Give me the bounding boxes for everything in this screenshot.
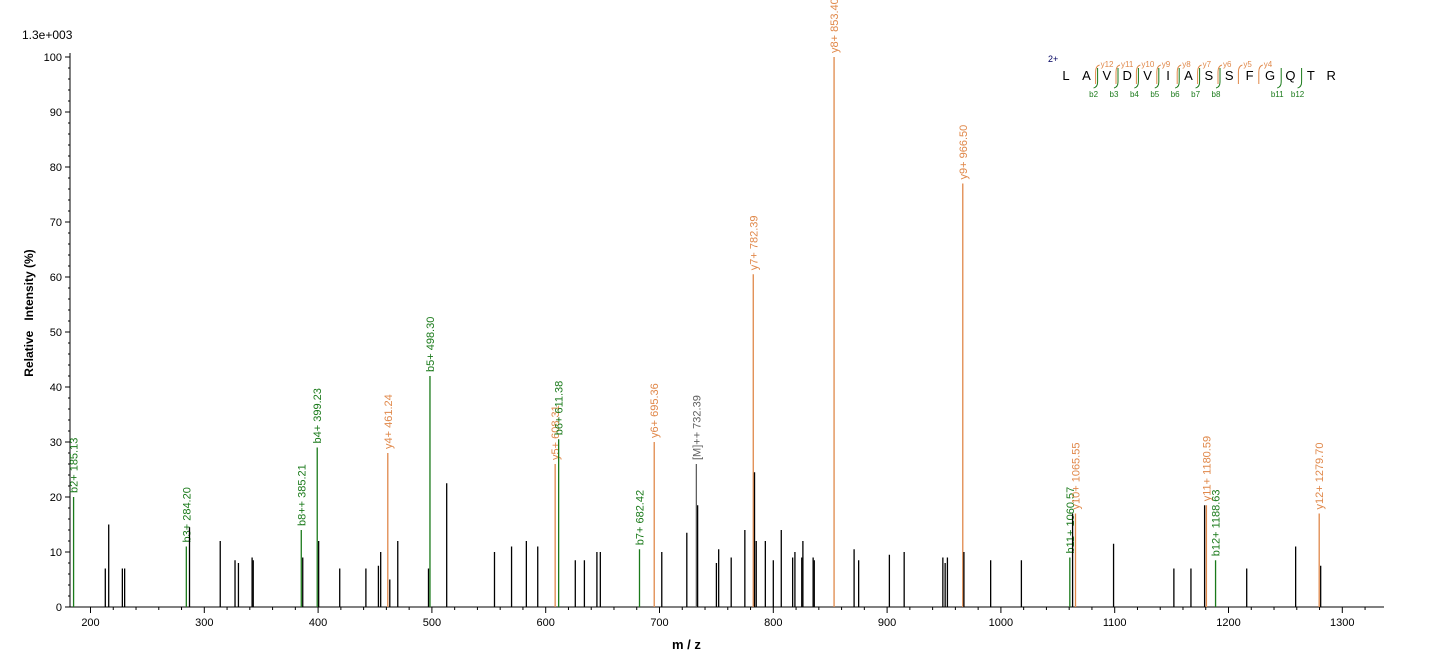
x-tick-label: 1300 — [1330, 617, 1354, 629]
y-ion-label: y5 — [1243, 60, 1252, 69]
x-axis-label: m / z — [672, 637, 701, 652]
y-ion-label: y11 — [1121, 60, 1134, 69]
y-tick-label: 60 — [50, 272, 62, 284]
peak-label: b4+ 399.23 — [312, 388, 324, 443]
peak-label: b12+ 1188.63 — [1211, 489, 1223, 556]
peak-label: y9+ 966.50 — [958, 125, 970, 180]
y-tick-label: 100 — [44, 52, 62, 64]
x-tick-label: 900 — [878, 617, 896, 629]
b-ion-label: b11 — [1271, 90, 1284, 99]
peak-label: [M]++ 732.39 — [691, 395, 703, 460]
peak-label: y8+ 853.40 — [829, 0, 841, 53]
x-tick-label: 300 — [195, 617, 213, 629]
y-ion-label: y4 — [1264, 60, 1273, 69]
y-tick-label: 0 — [56, 602, 62, 614]
y-tick-label: 40 — [50, 382, 62, 394]
b-ion-bracket — [1093, 68, 1099, 89]
x-tick-label: 500 — [423, 617, 441, 629]
sequence-residue: V — [1102, 68, 1111, 83]
y-tick-label: 50 — [50, 327, 62, 339]
b-ion-bracket — [1113, 68, 1119, 89]
b-ion-bracket — [1297, 68, 1303, 89]
sequence-residue: L — [1062, 68, 1069, 83]
sequence-residue: S — [1204, 68, 1213, 83]
peak-label: b6+ 611.38 — [554, 381, 566, 436]
sequence-residue: A — [1184, 68, 1193, 83]
y-ion-bracket — [1258, 64, 1263, 84]
sequence-residue: T — [1307, 68, 1315, 83]
y-ion-label: y12 — [1101, 60, 1114, 69]
x-tick-label: 200 — [81, 617, 99, 629]
x-tick-label: 1200 — [1216, 617, 1240, 629]
y-tick-label: 30 — [50, 437, 62, 449]
b-ion-label: b3 — [1110, 90, 1119, 99]
x-tick-label: 800 — [764, 617, 782, 629]
charge-state-label: 2+ — [1048, 54, 1058, 64]
peak-label: y7+ 782.39 — [748, 216, 760, 271]
x-tick-label: 1100 — [1103, 617, 1127, 629]
y-ion-label: y10 — [1141, 60, 1154, 69]
x-tick-label: 1000 — [989, 617, 1013, 629]
y-ion-label: y8 — [1182, 60, 1191, 69]
y-tick-label: 80 — [50, 162, 62, 174]
y-ion-bracket — [1115, 64, 1121, 84]
sequence-residue: A — [1082, 68, 1091, 83]
peak-label: y6+ 695.36 — [649, 383, 661, 438]
b-ion-bracket — [1134, 68, 1139, 89]
sequence-residue: D — [1123, 68, 1132, 83]
sequence-residue: I — [1166, 68, 1170, 83]
peak-label: b2+ 185.13 — [69, 438, 81, 493]
b-ion-bracket — [1195, 68, 1201, 89]
b-ion-label: b8 — [1212, 90, 1221, 99]
peak-label: y11+ 1180.59 — [1201, 436, 1213, 501]
b-ion-label: b12 — [1291, 90, 1305, 99]
y-ion-label: y9 — [1162, 60, 1171, 69]
sequence-residue: Q — [1285, 68, 1295, 83]
y-ion-bracket — [1176, 64, 1182, 84]
peak-label: b5+ 498.30 — [425, 317, 437, 372]
y-ion-bracket — [1095, 64, 1100, 84]
peak-label: y12+ 1279.70 — [1314, 443, 1326, 510]
b-ion-label: b6 — [1171, 90, 1180, 99]
y-ion-bracket — [1217, 64, 1223, 84]
y-tick-label: 20 — [50, 492, 62, 504]
y-ion-bracket — [1237, 64, 1243, 84]
b-ion-label: b5 — [1150, 90, 1159, 99]
b-ion-bracket — [1154, 68, 1160, 89]
sequence-residue: V — [1143, 68, 1152, 83]
b-ion-bracket — [1277, 68, 1282, 89]
y-tick-label: 10 — [50, 547, 62, 559]
b-ion-label: b7 — [1191, 90, 1200, 99]
peak-label: b11+ 1060.57 — [1065, 487, 1077, 554]
peak-label: b7+ 682.42 — [634, 490, 646, 545]
y-ion-bracket — [1197, 64, 1202, 84]
x-tick-label: 400 — [309, 617, 327, 629]
y-tick-label: 70 — [50, 217, 62, 229]
peak-label: b8++ 385.21 — [296, 464, 308, 526]
b-ion-bracket — [1175, 68, 1180, 89]
peak-label: b3+ 284.20 — [181, 487, 193, 542]
y-ion-bracket — [1156, 64, 1161, 84]
y-ion-label: y7 — [1203, 60, 1212, 69]
sequence-residue: R — [1327, 68, 1336, 83]
y-ion-label: y6 — [1223, 60, 1232, 69]
b-ion-label: b4 — [1130, 90, 1139, 99]
y-tick-label: 90 — [50, 107, 62, 119]
sequence-residue: S — [1225, 68, 1234, 83]
sequence-residue: G — [1265, 68, 1275, 83]
intensity-scale-label: 1.3e+003 — [22, 28, 73, 42]
peak-label: y10+ 1065.55 — [1070, 443, 1082, 510]
x-tick-label: 600 — [537, 617, 555, 629]
b-ion-label: b2 — [1089, 90, 1098, 99]
peak-label: y4+ 461.24 — [383, 394, 395, 449]
b-ion-bracket — [1215, 68, 1221, 89]
y-ion-bracket — [1135, 64, 1141, 84]
x-tick-label: 700 — [650, 617, 668, 629]
sequence-residue: F — [1246, 68, 1254, 83]
